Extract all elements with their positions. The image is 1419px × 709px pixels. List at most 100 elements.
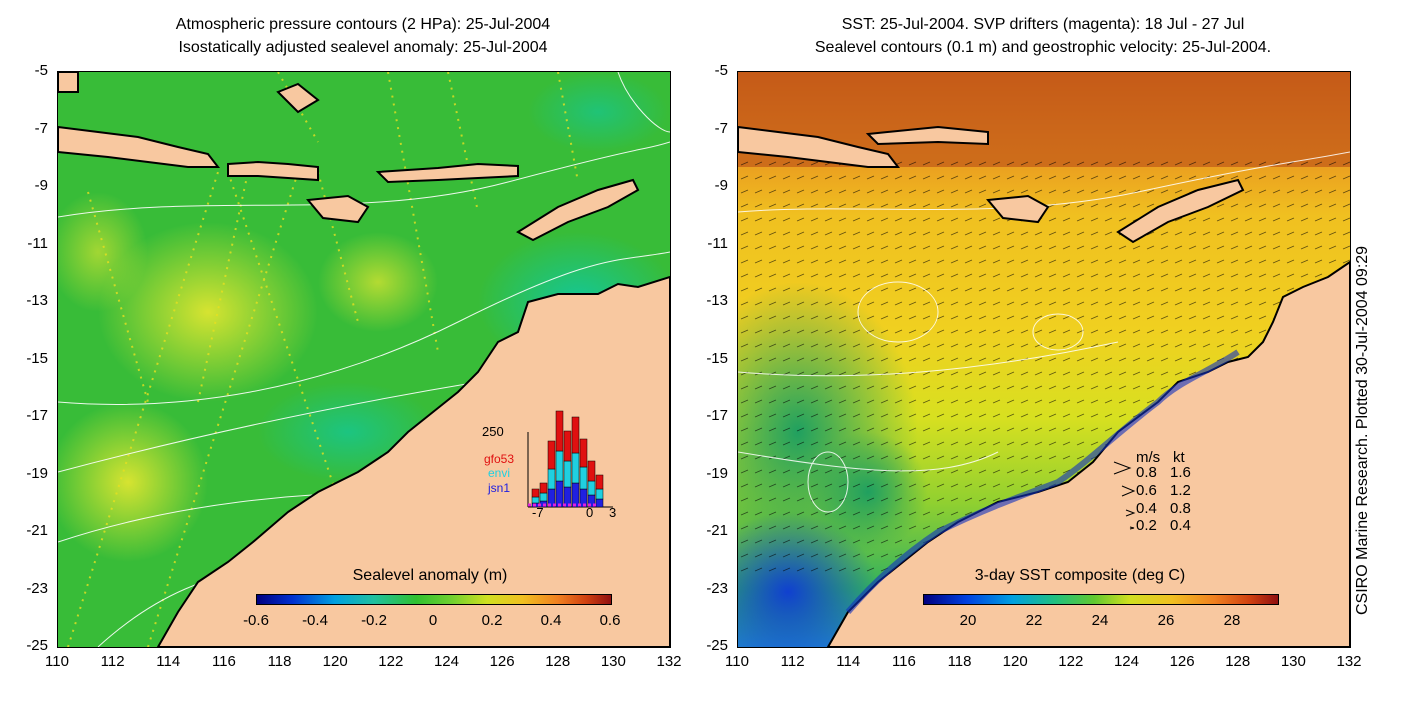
left-x-tick-5: 120 xyxy=(322,653,348,670)
velocity-legend-ms-0: 0.8 xyxy=(1136,464,1157,481)
left-x-tick-11: 132 xyxy=(656,653,682,670)
right-y-tick-0: -5 xyxy=(714,62,728,79)
left-colorbar-tick-2: -0.2 xyxy=(361,612,387,629)
nusa-tenggara-islands xyxy=(227,160,319,182)
velocity-legend-header-kt: kt xyxy=(1173,449,1185,466)
right-x-tick-10: 130 xyxy=(1280,653,1306,670)
left-x-tick-10: 130 xyxy=(600,653,626,670)
sumba-island xyxy=(306,194,370,224)
right-y-tick-10: -25 xyxy=(706,637,728,654)
data-count-histogram xyxy=(527,410,613,508)
left-y-tick-10: -25 xyxy=(26,637,48,654)
left-x-tick-0: 110 xyxy=(45,653,69,670)
nusa-tenggara-islands xyxy=(865,125,989,146)
left-colorbar-tick-3: 0 xyxy=(428,612,438,629)
histogram-bar xyxy=(531,496,540,504)
coastal-cold-band xyxy=(845,349,1240,614)
velocity-legend-kt-3: 0.4 xyxy=(1170,517,1191,534)
right-title-line2: Sealevel contours (0.1 m) and geostrophi… xyxy=(814,39,1272,56)
java-island xyxy=(738,125,901,168)
legend-gfo53: gfo53 xyxy=(484,452,515,466)
histogram-xlabel-mid: 0 xyxy=(586,505,594,520)
histogram-bar xyxy=(555,410,564,452)
right-y-tick-5: -15 xyxy=(706,349,728,367)
left-x-tick-8: 126 xyxy=(489,653,515,670)
left-title-line1: Atmospheric pressure contours (2 HPa): 2… xyxy=(175,16,551,33)
left-x-tick-6: 122 xyxy=(378,653,404,670)
histogram-bar xyxy=(555,480,564,508)
histogram-bar xyxy=(555,450,564,482)
left-map-panel xyxy=(57,71,671,648)
land xyxy=(58,72,670,647)
right-y-tick-7: -19 xyxy=(706,464,728,482)
right-x-tick-0: 110 xyxy=(725,653,749,670)
left-colorbar xyxy=(256,594,612,605)
right-colorbar-label: 3-day SST composite (deg C) xyxy=(974,567,1186,584)
left-title-line2: Isostatically adjusted sealevel anomaly:… xyxy=(178,39,548,56)
left-colorbar-tick-4: 0.2 xyxy=(481,612,503,629)
right-y-tick-4: -13 xyxy=(706,292,728,309)
credit-text: CSIRO Marine Research. Plotted 30-Jul-20… xyxy=(1354,245,1371,615)
right-colorbar-tick-2: 24 xyxy=(1091,612,1109,629)
histogram-xlabel-end: 3 xyxy=(609,505,617,520)
right-y-tick-2: -9 xyxy=(714,177,728,194)
histogram-bar xyxy=(579,438,588,468)
velocity-legend-ms-2: 0.4 xyxy=(1136,500,1157,517)
left-colorbar-tick-6: 0.6 xyxy=(599,612,621,629)
histogram-xlabel-start: -7 xyxy=(532,505,544,520)
sealevel-anomaly-map xyxy=(58,72,670,647)
sst-map xyxy=(738,72,1350,647)
left-y-tick-4: -13 xyxy=(26,292,48,309)
velocity-legend-ms-3: 0.2 xyxy=(1136,517,1157,534)
anomaly-high-southwest xyxy=(58,402,208,562)
left-y-tick-5: -15 xyxy=(26,349,48,367)
right-x-tick-8: 126 xyxy=(1169,653,1195,670)
northern-islands xyxy=(276,82,320,114)
right-x-tick-3: 116 xyxy=(891,653,916,670)
histogram-bar xyxy=(571,482,580,508)
histogram-bars xyxy=(531,410,604,508)
histogram-bar xyxy=(539,482,548,494)
timor-island xyxy=(1116,178,1245,244)
right-colorbar-tick-1: 22 xyxy=(1025,612,1043,629)
histogram-bar xyxy=(587,460,596,482)
left-y-tick-9: -23 xyxy=(26,579,48,597)
australia-landmass xyxy=(156,275,670,647)
velocity-legend-kt-0: 1.6 xyxy=(1170,464,1191,481)
histogram-bar xyxy=(595,488,604,500)
histogram-bar xyxy=(547,468,556,490)
flores-island xyxy=(375,162,519,184)
legend-envi: envi xyxy=(488,466,511,480)
histogram-bar xyxy=(595,474,604,490)
right-colorbar-tick-3: 26 xyxy=(1157,612,1175,629)
left-y-tick-1: -7 xyxy=(34,119,48,137)
right-map-panel xyxy=(737,71,1351,648)
right-x-tick-5: 120 xyxy=(1002,653,1028,670)
timor-island xyxy=(516,178,640,242)
velocity-legend-kt-1: 1.2 xyxy=(1170,482,1191,499)
velocity-legend-ms-1: 0.6 xyxy=(1136,482,1157,499)
java-island xyxy=(58,125,221,168)
histogram-bar xyxy=(563,460,572,488)
histogram-bar xyxy=(587,480,596,496)
left-colorbar-label: Sealevel anomaly (m) xyxy=(352,567,508,584)
left-y-tick-8: -21 xyxy=(26,522,48,539)
right-x-tick-4: 118 xyxy=(947,653,972,670)
anomaly-high-northwest xyxy=(58,192,148,312)
anomaly-high-west xyxy=(98,222,318,402)
histogram-bar xyxy=(571,416,580,454)
histogram-bar xyxy=(571,452,580,484)
right-colorbar-tick-4: 28 xyxy=(1223,612,1241,629)
right-y-tick-8: -21 xyxy=(706,522,728,539)
histogram-bar xyxy=(539,492,548,502)
right-y-tick-3: -11 xyxy=(707,234,728,252)
left-x-tick-1: 112 xyxy=(100,653,125,670)
anomaly-low-north xyxy=(528,72,668,152)
left-colorbar-tick-1: -0.4 xyxy=(302,612,328,629)
histogram-bar xyxy=(563,430,572,462)
left-x-tick-7: 124 xyxy=(433,653,459,670)
histogram-bar xyxy=(531,488,540,498)
left-y-tick-6: -17 xyxy=(26,407,48,424)
right-colorbar xyxy=(923,594,1279,605)
left-x-tick-9: 128 xyxy=(545,653,571,670)
